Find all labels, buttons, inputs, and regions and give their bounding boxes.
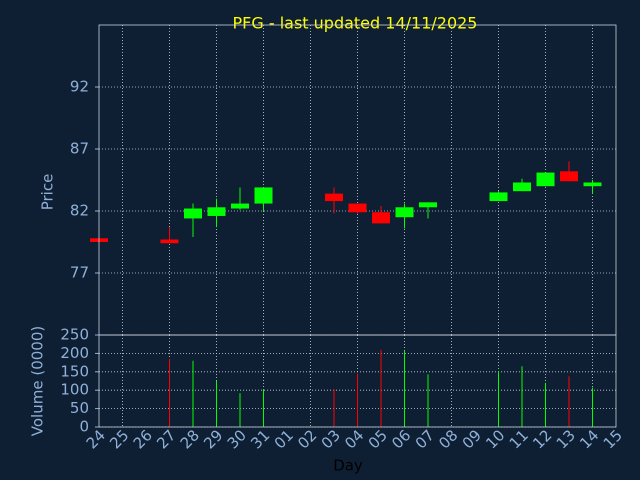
candle-body bbox=[184, 208, 202, 219]
y-tick-label: 250 bbox=[60, 326, 89, 344]
candle-body bbox=[513, 182, 531, 192]
y-tick-label: 77 bbox=[70, 264, 89, 282]
y-tick-label: 100 bbox=[60, 381, 89, 399]
x-tick-label: 12 bbox=[529, 426, 555, 452]
x-tick-label: 31 bbox=[247, 426, 273, 452]
x-tick-label: 01 bbox=[271, 426, 297, 452]
candle-body bbox=[560, 171, 578, 182]
candle-body bbox=[536, 172, 555, 187]
x-axis-label: Day bbox=[333, 457, 363, 475]
x-tick-label: 28 bbox=[177, 426, 203, 452]
candle-body bbox=[254, 187, 273, 204]
x-tick-label: 08 bbox=[435, 426, 461, 452]
candle-body bbox=[325, 193, 343, 202]
x-tick-label: 11 bbox=[506, 426, 532, 452]
x-tick-label: 27 bbox=[153, 426, 179, 452]
candle-body bbox=[348, 203, 367, 213]
x-tick-label: 09 bbox=[459, 426, 485, 452]
candle-body bbox=[231, 203, 249, 209]
candle-body bbox=[583, 182, 602, 187]
x-tick-label: 07 bbox=[412, 426, 438, 452]
candle-body bbox=[160, 239, 179, 244]
y-tick-label: 200 bbox=[60, 344, 89, 362]
candle-body bbox=[419, 202, 437, 208]
x-tick-label: 26 bbox=[130, 426, 156, 452]
y-tick-label: 92 bbox=[70, 78, 89, 96]
y-tick-label: 0 bbox=[79, 418, 89, 436]
y-tick-label: 82 bbox=[70, 202, 89, 220]
candle-body bbox=[372, 212, 390, 224]
candle-body bbox=[207, 207, 226, 216]
y-axis-label: Price bbox=[39, 174, 57, 211]
chart-title: PFG - last updated 14/11/2025 bbox=[233, 14, 478, 33]
x-tick-label: 13 bbox=[553, 426, 579, 452]
candle-body bbox=[395, 207, 414, 218]
x-tick-label: 14 bbox=[576, 426, 602, 452]
x-tick-label: 10 bbox=[482, 426, 508, 452]
y-axis-label: Volume (0000) bbox=[29, 326, 47, 436]
plot-frame bbox=[98, 334, 617, 428]
candle-body bbox=[489, 192, 508, 202]
x-tick-label: 02 bbox=[294, 426, 320, 452]
x-tick-label: 04 bbox=[341, 426, 367, 452]
x-tick-label: 29 bbox=[200, 426, 226, 452]
x-tick-label: 06 bbox=[388, 426, 414, 452]
x-tick-label: 15 bbox=[600, 426, 626, 452]
x-tick-label: 05 bbox=[365, 426, 391, 452]
x-tick-label: 30 bbox=[224, 426, 250, 452]
y-tick-label: 50 bbox=[70, 399, 89, 417]
y-tick-label: 87 bbox=[70, 140, 89, 158]
x-tick-label: 03 bbox=[318, 426, 344, 452]
x-tick-label: 25 bbox=[106, 426, 132, 452]
y-tick-label: 150 bbox=[60, 362, 89, 380]
